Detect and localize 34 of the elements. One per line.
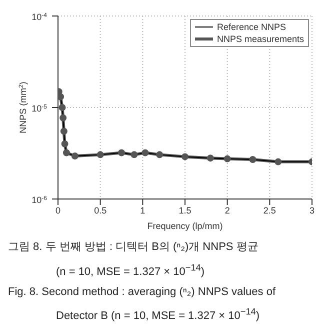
x-tick-label: 1 xyxy=(140,205,146,216)
point xyxy=(71,152,78,160)
point xyxy=(182,153,188,160)
point xyxy=(118,149,125,156)
x-axis-title: Frequency (lp/mm) xyxy=(147,221,223,231)
point xyxy=(62,149,70,156)
x-tick-label: 3 xyxy=(309,205,315,216)
point xyxy=(60,128,68,135)
x-tick-label: 1.5 xyxy=(178,205,192,216)
point xyxy=(142,149,149,156)
legend-label: NNPS measurements xyxy=(216,33,304,45)
legend-label: Reference NNPS xyxy=(216,21,286,33)
x-tick-label: 2.5 xyxy=(263,205,276,216)
point xyxy=(274,158,282,166)
point xyxy=(206,154,214,162)
y-tick-label: 10$^{-5}$ xyxy=(32,104,48,114)
point xyxy=(58,104,66,111)
point xyxy=(58,93,64,100)
point xyxy=(130,151,138,158)
point xyxy=(61,140,68,148)
y-tick-label: 10$^{-4}$ xyxy=(32,12,48,22)
point xyxy=(224,155,231,162)
x-tick-label: 0.5 xyxy=(94,205,107,216)
point xyxy=(96,151,104,158)
x-tick-label: 0 xyxy=(55,205,61,216)
point xyxy=(60,114,67,122)
point xyxy=(249,156,256,164)
point xyxy=(156,151,164,158)
caption: 그림 8. 두 번째 방법 : 디텍터 B의 (ⁿ₂)개 NNPS 평균 xyxy=(8,241,258,253)
x-tick-label: 2 xyxy=(224,205,230,216)
text: Detector B (n = 10, MSE = 1.327 × 10$^{−14}$) xyxy=(56,306,260,322)
caption: Fig. 8. Second method : averaging (ⁿ₂) NNPS values of xyxy=(8,286,276,298)
y-tick-label: 10$^{-6}$ xyxy=(32,195,48,205)
text: (n = 10, MSE = 1.327 × 10$^{−14}$) xyxy=(56,262,205,278)
